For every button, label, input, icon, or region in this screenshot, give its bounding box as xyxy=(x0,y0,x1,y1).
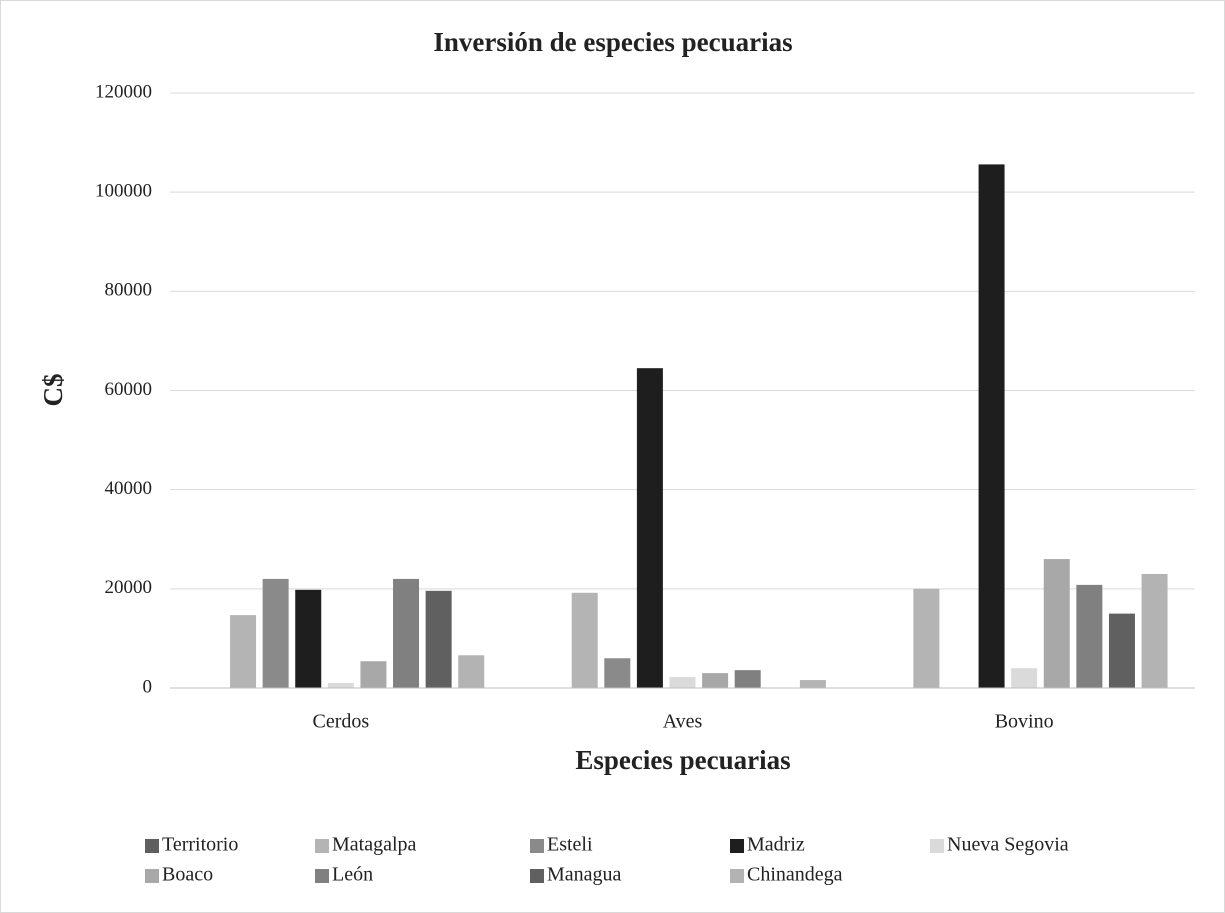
legend-swatch xyxy=(315,839,329,853)
bar xyxy=(734,670,761,688)
x-tick-label: Aves xyxy=(663,711,703,733)
bar xyxy=(1076,584,1103,688)
legend-label: Esteli xyxy=(547,834,593,856)
y-tick-label: 0 xyxy=(143,676,153,697)
legend-label: Madriz xyxy=(747,834,805,856)
bar xyxy=(458,655,485,688)
bar xyxy=(604,658,631,688)
y-tick-label: 80000 xyxy=(105,280,153,301)
legend-swatch xyxy=(730,869,744,883)
bar xyxy=(913,588,940,688)
legend-swatch xyxy=(730,839,744,853)
legend-label: Boaco xyxy=(162,864,213,886)
bar xyxy=(230,615,257,688)
legend-swatch xyxy=(930,839,944,853)
bar xyxy=(262,578,289,688)
bar xyxy=(978,164,1005,688)
legend-label: Managua xyxy=(547,864,622,886)
legend-swatch xyxy=(530,839,544,853)
bar xyxy=(799,680,826,688)
y-tick-label: 40000 xyxy=(105,478,153,499)
legend-label: Chinandega xyxy=(747,864,843,886)
bar xyxy=(571,592,598,688)
bar xyxy=(1108,613,1135,688)
y-tick-label: 60000 xyxy=(105,379,153,400)
legend-label: León xyxy=(332,864,373,886)
bar xyxy=(393,578,420,688)
bar xyxy=(327,683,354,688)
bar xyxy=(425,590,452,688)
bar xyxy=(636,368,663,688)
legend-label: Territorio xyxy=(162,834,238,856)
legend-label: Matagalpa xyxy=(332,834,417,856)
legend-swatch xyxy=(530,869,544,883)
bar xyxy=(1043,559,1070,688)
y-tick-label: 100000 xyxy=(95,181,152,202)
legend-swatch xyxy=(145,839,159,853)
legend-swatch xyxy=(145,869,159,883)
bar xyxy=(1011,668,1038,688)
x-axis-label: Especies pecuarias xyxy=(575,745,790,775)
bar xyxy=(1141,573,1168,688)
y-tick-label: 120000 xyxy=(95,81,152,102)
chart-title: Inversión de especies pecuarias xyxy=(433,27,792,57)
y-axis-label: C$ xyxy=(38,374,68,407)
bar xyxy=(669,677,696,688)
x-tick-label: Cerdos xyxy=(312,711,369,733)
bar xyxy=(295,589,322,688)
x-tick-label: Bovino xyxy=(995,711,1054,733)
bar xyxy=(702,673,729,688)
bar xyxy=(360,661,387,688)
y-tick-label: 20000 xyxy=(105,577,153,598)
legend-swatch xyxy=(315,869,329,883)
legend-label: Nueva Segovia xyxy=(947,834,1069,856)
